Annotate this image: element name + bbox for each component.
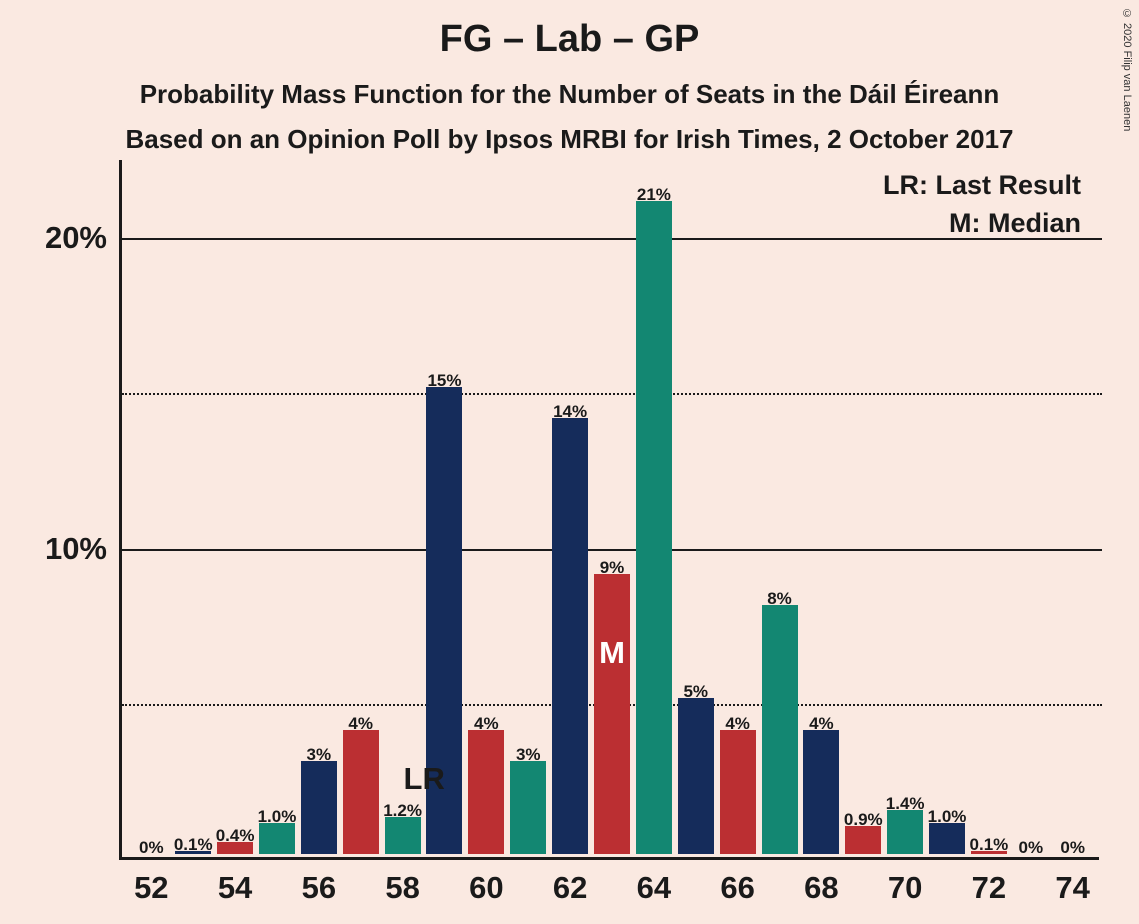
bar-value-label: 4% <box>725 714 750 734</box>
x-axis-tick: 68 <box>804 870 838 906</box>
bar <box>552 418 588 854</box>
bar-value-label: 0% <box>139 838 164 858</box>
bar <box>301 761 337 854</box>
bar-value-label: 15% <box>427 371 461 391</box>
x-axis-tick: 52 <box>134 870 168 906</box>
bar <box>594 574 630 854</box>
chart-title: FG – Lab – GP <box>0 0 1139 61</box>
lr-marker: LR <box>404 761 445 797</box>
gridline-major <box>122 549 1102 551</box>
bar <box>636 201 672 854</box>
y-axis-tick: 10% <box>7 531 107 567</box>
legend-m: M: Median <box>949 208 1081 239</box>
bar <box>929 823 965 854</box>
bar-value-label: 1.0% <box>258 807 297 827</box>
chart-subtitle-1: Probability Mass Function for the Number… <box>0 79 1139 110</box>
x-axis-tick: 60 <box>469 870 503 906</box>
bar <box>385 817 421 854</box>
gridline-minor <box>122 393 1102 395</box>
bar <box>845 826 881 854</box>
bar-value-label: 4% <box>348 714 373 734</box>
y-axis-tick: 20% <box>7 220 107 256</box>
copyright-text: © 2020 Filip van Laenen <box>1121 8 1133 131</box>
plot-frame: 10%20%5254565860626466687072740%0.1%0.4%… <box>119 160 1099 860</box>
bar-value-label: 1.4% <box>886 794 925 814</box>
bar-value-label: 4% <box>474 714 499 734</box>
bar-value-label: 1.0% <box>928 807 967 827</box>
bar-value-label: 5% <box>683 682 708 702</box>
x-axis-tick: 72 <box>972 870 1006 906</box>
bar-value-label: 21% <box>637 185 671 205</box>
bar-value-label: 4% <box>809 714 834 734</box>
x-axis-tick: 58 <box>385 870 419 906</box>
legend-lr: LR: Last Result <box>883 170 1081 201</box>
chart-subtitle-2: Based on an Opinion Poll by Ipsos MRBI f… <box>0 124 1139 155</box>
bar-value-label: 0.9% <box>844 810 883 830</box>
x-axis-tick: 64 <box>637 870 671 906</box>
bar <box>259 823 295 854</box>
bar-value-label: 8% <box>767 589 792 609</box>
x-axis-tick: 62 <box>553 870 587 906</box>
bar-value-label: 3% <box>307 745 332 765</box>
bar <box>803 730 839 854</box>
x-axis-tick: 54 <box>218 870 252 906</box>
x-axis-tick: 74 <box>1055 870 1089 906</box>
bar <box>510 761 546 854</box>
bar <box>762 605 798 854</box>
median-marker: M <box>599 635 625 671</box>
bar <box>720 730 756 854</box>
bar <box>343 730 379 854</box>
bar-value-label: 1.2% <box>383 801 422 821</box>
bar-value-label: 0.4% <box>216 826 255 846</box>
bar-value-label: 0% <box>1019 838 1044 858</box>
chart-plot-area: 10%20%5254565860626466687072740%0.1%0.4%… <box>119 160 1099 860</box>
x-axis-tick: 56 <box>302 870 336 906</box>
bar-value-label: 3% <box>516 745 541 765</box>
bar <box>887 810 923 854</box>
bar-value-label: 0.1% <box>174 835 213 855</box>
bar <box>468 730 504 854</box>
x-axis-tick: 70 <box>888 870 922 906</box>
bar-value-label: 0% <box>1060 838 1085 858</box>
x-axis-tick: 66 <box>720 870 754 906</box>
bar <box>678 698 714 854</box>
bar-value-label: 14% <box>553 402 587 422</box>
bar-value-label: 9% <box>600 558 625 578</box>
bar-value-label: 0.1% <box>970 835 1009 855</box>
